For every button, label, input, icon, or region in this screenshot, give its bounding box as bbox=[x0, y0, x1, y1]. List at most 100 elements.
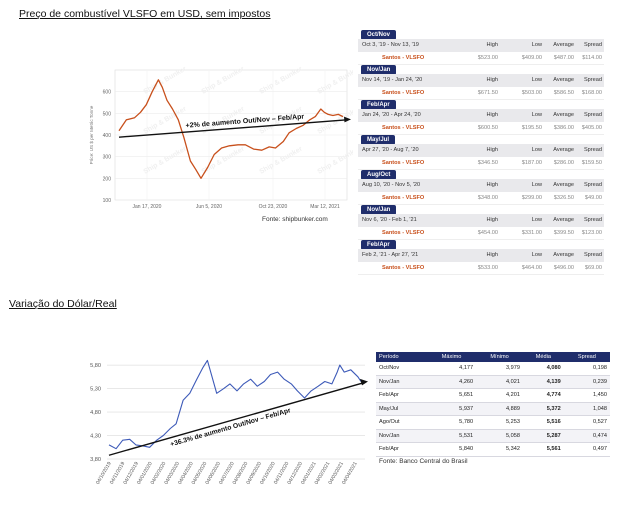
header-spread: Spread bbox=[583, 252, 602, 258]
value-cell: 4,021 bbox=[476, 375, 523, 389]
fuel-table-period-block: Nov/Jan Nov 14, '19 - Jan 24, '20 High L… bbox=[358, 65, 604, 100]
header-spread: Spread bbox=[583, 112, 602, 118]
y-tick-label: 4,80 bbox=[90, 410, 101, 416]
value-cell: 0,239 bbox=[563, 375, 610, 389]
product-label: Santos - VLSFO bbox=[382, 230, 425, 236]
fuel-table-data-row: Santos - VLSFO $533.00 $464.00 $496.00 $… bbox=[358, 262, 604, 275]
product-label: Santos - VLSFO bbox=[382, 160, 425, 166]
period-cell: Nov/Jan bbox=[376, 429, 427, 443]
period-range: Jan 24, '20 - Apr 24, '20 bbox=[362, 112, 421, 118]
fuel-table-header-row: Aug 10, '20 - Nov 5, '20 High Low Averag… bbox=[358, 179, 604, 192]
trend-arrowhead bbox=[344, 116, 351, 123]
value-cell: 5,561 bbox=[522, 442, 564, 457]
high-value: $346.50 bbox=[477, 160, 498, 166]
value-cell: 4,889 bbox=[476, 402, 523, 416]
trend-line bbox=[108, 382, 364, 456]
header-high: High bbox=[486, 42, 498, 48]
x-tick-label: Jun 5, 2020 bbox=[196, 204, 222, 210]
period-range: Apr 27, '20 - Aug 7, '20 bbox=[362, 147, 419, 153]
period-cell: Oct/Nov bbox=[376, 362, 427, 376]
y-tick-label: 5,30 bbox=[90, 387, 101, 393]
value-cell: 4,201 bbox=[476, 388, 523, 403]
header-high: High bbox=[486, 112, 498, 118]
low-value: $464.00 bbox=[521, 265, 542, 271]
header-average: Average bbox=[553, 217, 574, 223]
fuel-table-header-row: Feb 2, '21 - Apr 27, '21 High Low Averag… bbox=[358, 249, 604, 262]
average-value: $386.00 bbox=[553, 125, 574, 131]
fuel-table-data-row: Santos - VLSFO $454.00 $331.00 $399.50 $… bbox=[358, 227, 604, 240]
value-cell: 5,516 bbox=[522, 415, 564, 430]
header-low: Low bbox=[531, 42, 542, 48]
header-high: High bbox=[486, 217, 498, 223]
x-tick-label: Jan 17, 2020 bbox=[133, 204, 162, 210]
value-cell: 5,651 bbox=[426, 388, 477, 403]
header-low: Low bbox=[531, 77, 542, 83]
period-tab: Nov/Jan bbox=[361, 205, 397, 215]
value-cell: 5,342 bbox=[476, 442, 523, 457]
y-tick-label: 500 bbox=[103, 111, 112, 117]
period-cell: Feb/Apr bbox=[376, 388, 427, 403]
average-value: $496.00 bbox=[553, 265, 574, 271]
header-high: High bbox=[486, 252, 498, 258]
fx-table-header-cell: Máximo bbox=[426, 352, 477, 362]
period-range: Nov 14, '19 - Jan 24, '20 bbox=[362, 77, 423, 83]
low-value: $331.00 bbox=[521, 230, 542, 236]
period-range: Feb 2, '21 - Apr 27, '21 bbox=[362, 252, 419, 258]
fx-table-row: Feb/Apr 5,651 4,201 4,774 1,450 bbox=[376, 388, 610, 403]
header-average: Average bbox=[553, 42, 574, 48]
low-value: $187.00 bbox=[521, 160, 542, 166]
spread-value: $405.00 bbox=[581, 125, 602, 131]
x-tick-label: Oct 23, 2020 bbox=[259, 204, 288, 210]
period-tab: Aug/Oct bbox=[361, 170, 397, 180]
product-label: Santos - VLSFO bbox=[382, 90, 425, 96]
price-line bbox=[118, 79, 344, 179]
high-value: $454.00 bbox=[477, 230, 498, 236]
fx-table-header-cell: Período bbox=[376, 352, 427, 362]
period-cell: Nov/Jan bbox=[376, 375, 427, 389]
spread-value: $159.50 bbox=[581, 160, 602, 166]
fuel-table-header-row: Nov 6, '20 - Feb 1, '21 High Low Average… bbox=[358, 214, 604, 227]
high-value: $600.50 bbox=[477, 125, 498, 131]
period-cell: May/Jul bbox=[376, 402, 427, 416]
value-cell: 0,497 bbox=[563, 442, 610, 457]
fx-table-row: May/Jul 5,937 4,889 5,372 1,048 bbox=[376, 402, 610, 416]
fuel-table-period-block: May/Jul Apr 27, '20 - Aug 7, '20 High Lo… bbox=[358, 135, 604, 170]
fuel-table-period-block: Nov/Jan Nov 6, '20 - Feb 1, '21 High Low… bbox=[358, 205, 604, 240]
header-high: High bbox=[486, 182, 498, 188]
header-average: Average bbox=[553, 147, 574, 153]
fuel-table-data-row: Santos - VLSFO $600.50 $195.50 $386.00 $… bbox=[358, 122, 604, 135]
high-value: $671.50 bbox=[477, 90, 498, 96]
period-cell: Feb/Apr bbox=[376, 442, 427, 457]
fx-table-row: Oct/Nov 4,177 3,979 4,080 0,198 bbox=[376, 362, 610, 376]
value-cell: 4,774 bbox=[522, 388, 564, 403]
fx-rate-line bbox=[108, 359, 362, 450]
spread-value: $168.00 bbox=[581, 90, 602, 96]
fx-section-title: Variação do Dólar/Real bbox=[9, 298, 117, 310]
value-cell: 3,979 bbox=[476, 362, 523, 376]
value-cell: 4,177 bbox=[426, 362, 477, 376]
low-value: $195.50 bbox=[521, 125, 542, 131]
low-value: $503.00 bbox=[521, 90, 542, 96]
product-label: Santos - VLSFO bbox=[382, 195, 425, 201]
y-axis-label: Price: US $ per Metric Tonne bbox=[89, 105, 94, 164]
spread-value: $69.00 bbox=[584, 265, 602, 271]
y-tick-label: 200 bbox=[103, 176, 112, 182]
header-average: Average bbox=[553, 112, 574, 118]
value-cell: 5,780 bbox=[426, 415, 477, 430]
fuel-table-data-row: Santos - VLSFO $671.50 $503.00 $586.50 $… bbox=[358, 87, 604, 100]
average-value: $399.50 bbox=[553, 230, 574, 236]
header-average: Average bbox=[553, 252, 574, 258]
spread-value: $114.00 bbox=[582, 55, 602, 61]
header-spread: Spread bbox=[583, 77, 602, 83]
period-tab: Feb/Apr bbox=[361, 100, 396, 110]
y-tick-label: 5,80 bbox=[90, 363, 101, 369]
high-value: $533.00 bbox=[477, 265, 498, 271]
product-label: Santos - VLSFO bbox=[382, 55, 425, 61]
value-cell: 0,527 bbox=[563, 415, 610, 430]
header-low: Low bbox=[531, 112, 542, 118]
y-tick-label: 4,30 bbox=[90, 434, 101, 440]
y-tick-label: 100 bbox=[103, 198, 112, 204]
header-low: Low bbox=[531, 147, 542, 153]
trend-line bbox=[118, 119, 348, 138]
average-value: $586.50 bbox=[553, 90, 574, 96]
